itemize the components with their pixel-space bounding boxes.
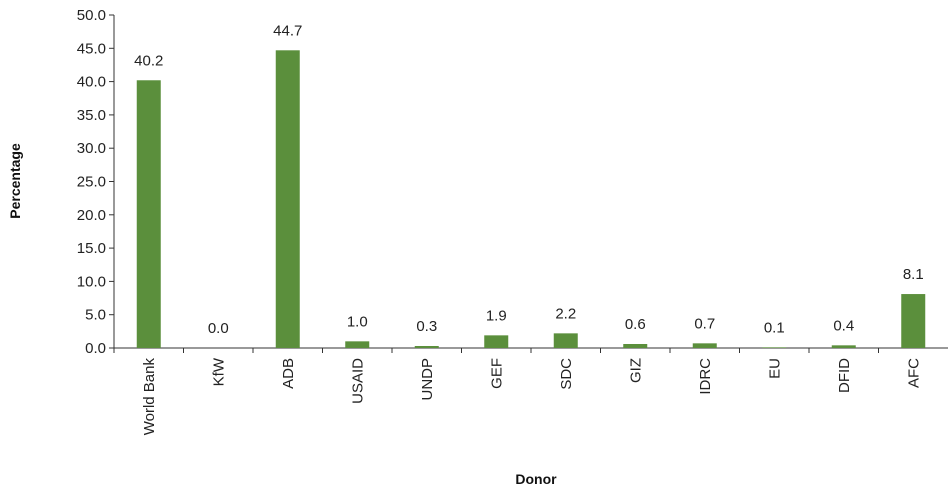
y-tick-label: 50.0 [77, 7, 106, 24]
data-label: 0.3 [416, 318, 437, 335]
y-tick-label: 10.0 [77, 273, 106, 290]
x-tick-label: UNDP [419, 358, 436, 401]
data-labels: 40.2 0.0 44.7 1.0 0.3 1.9 2.2 0.6 0.7 0.1 0.4 8.1 [134, 22, 924, 337]
bar-dfid [831, 345, 856, 348]
bar-afc [901, 294, 926, 348]
data-label: 44.7 [273, 22, 302, 39]
data-label: 40.2 [134, 52, 163, 69]
x-tick-label: World Bank [141, 358, 158, 436]
y-tick-label: 0.0 [85, 340, 106, 357]
y-axis-title: Percentage [7, 143, 23, 219]
data-label: 0.6 [625, 316, 646, 333]
x-tick-label: SDC [558, 358, 575, 390]
bar-eu [762, 347, 787, 348]
data-label: 1.9 [486, 307, 507, 324]
x-tick-label: GEF [488, 358, 505, 389]
y-tick-label: 5.0 [85, 307, 106, 324]
bar-usaid [345, 341, 370, 348]
y-tick-label: 30.0 [77, 140, 106, 157]
x-tick-label: EU [766, 358, 783, 379]
x-tick-label: KfW [210, 357, 227, 386]
y-tick-label: 20.0 [77, 207, 106, 224]
y-tick-label: 25.0 [77, 174, 106, 191]
x-tick-label: IDRC [697, 358, 714, 395]
x-tick-label: DFID [836, 358, 853, 393]
y-tick-label: 40.0 [77, 74, 106, 91]
y-tick-label: 15.0 [77, 240, 106, 257]
bar-undp [414, 346, 439, 348]
data-label: 0.1 [764, 319, 785, 336]
y-tick-label: 45.0 [77, 40, 106, 57]
data-label: 1.0 [347, 313, 368, 330]
bar-adb [275, 50, 300, 348]
y-axis: 0.0 5.0 10.0 15.0 20.0 25.0 30.0 35.0 40.0 45.0 50… [77, 7, 115, 357]
y-tick-label: 35.0 [77, 107, 106, 124]
bar-world-bank [136, 80, 161, 348]
bar-gef [484, 335, 509, 348]
x-axis: World Bank KfW ADB USAID UNDP GEF SDC GIZ IDRC EU… [113, 347, 948, 436]
data-label: 8.1 [903, 266, 924, 283]
data-label: 0.7 [694, 315, 715, 332]
x-tick-label: GIZ [627, 358, 644, 383]
x-tick-label: AFC [905, 358, 922, 388]
bar-giz [623, 344, 648, 348]
bar-sdc [553, 333, 578, 348]
x-axis-title: Donor [515, 471, 557, 487]
data-label: 0.0 [208, 320, 229, 337]
data-label: 0.4 [833, 317, 854, 334]
bars [136, 50, 926, 348]
x-tick-label: ADB [280, 358, 297, 389]
x-tick-label: USAID [349, 358, 366, 404]
bar-idrc [692, 343, 717, 348]
data-label: 2.2 [555, 305, 576, 322]
